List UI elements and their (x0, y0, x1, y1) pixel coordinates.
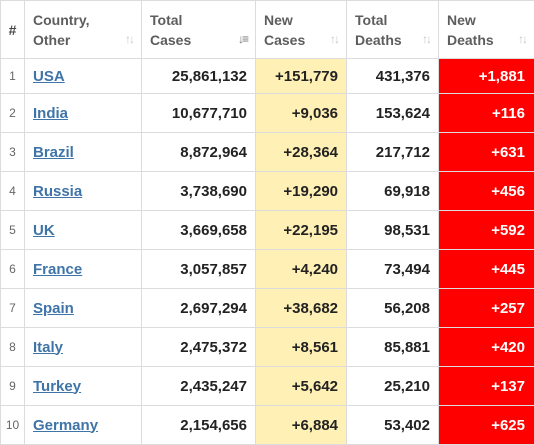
new-cases-cell: +22,195 (256, 211, 347, 250)
column-header-label: Country,Other (25, 10, 141, 50)
row-number: 9 (1, 367, 25, 406)
country-cell: Turkey (25, 367, 142, 406)
new-deaths-cell: +137 (439, 367, 534, 406)
country-cell: Russia (25, 172, 142, 211)
country-cell: Spain (25, 289, 142, 328)
row-number: 7 (1, 289, 25, 328)
new-deaths-cell: +592 (439, 211, 534, 250)
country-link[interactable]: Brazil (33, 144, 74, 161)
country-cell: Brazil (25, 133, 142, 172)
new-deaths-cell: +1,881 (439, 59, 534, 94)
new-deaths-cell: +116 (439, 94, 534, 133)
total-cases-cell: 2,154,656 (142, 406, 256, 445)
sort-both-icon: ↑↓ (422, 32, 430, 46)
new-cases-cell: +151,779 (256, 59, 347, 94)
total-deaths-cell: 98,531 (347, 211, 439, 250)
country-link[interactable]: UK (33, 222, 55, 239)
total-deaths-cell: 53,402 (347, 406, 439, 445)
total-deaths-cell: 153,624 (347, 94, 439, 133)
row-number: 4 (1, 172, 25, 211)
sort-descending-icon: ↓≡ (238, 32, 247, 46)
new-deaths-cell: +445 (439, 250, 534, 289)
total-cases-cell: 8,872,964 (142, 133, 256, 172)
country-link[interactable]: Italy (33, 339, 63, 356)
column-header-number[interactable]: # (1, 1, 25, 59)
total-cases-cell: 25,861,132 (142, 59, 256, 94)
country-link[interactable]: France (33, 261, 82, 278)
new-cases-cell: +28,364 (256, 133, 347, 172)
sort-both-icon: ↑↓ (518, 32, 526, 46)
total-deaths-cell: 73,494 (347, 250, 439, 289)
column-header-country[interactable]: Country,Other ↑↓ (25, 1, 142, 59)
row-number: 10 (1, 406, 25, 445)
row-number: 3 (1, 133, 25, 172)
country-cell: India (25, 94, 142, 133)
new-cases-cell: +38,682 (256, 289, 347, 328)
total-deaths-cell: 56,208 (347, 289, 439, 328)
country-link[interactable]: India (33, 105, 68, 122)
total-cases-cell: 2,475,372 (142, 328, 256, 367)
country-link[interactable]: Spain (33, 300, 74, 317)
new-cases-cell: +6,884 (256, 406, 347, 445)
new-deaths-cell: +420 (439, 328, 534, 367)
total-cases-cell: 3,669,658 (142, 211, 256, 250)
new-deaths-cell: +257 (439, 289, 534, 328)
country-cell: UK (25, 211, 142, 250)
total-deaths-cell: 69,918 (347, 172, 439, 211)
total-cases-cell: 3,057,857 (142, 250, 256, 289)
new-cases-cell: +4,240 (256, 250, 347, 289)
sort-both-icon: ↑↓ (330, 32, 338, 46)
new-cases-cell: +19,290 (256, 172, 347, 211)
total-deaths-cell: 85,881 (347, 328, 439, 367)
row-number: 2 (1, 94, 25, 133)
new-cases-cell: +8,561 (256, 328, 347, 367)
sort-both-icon: ↑↓ (125, 32, 133, 46)
country-link[interactable]: Russia (33, 183, 82, 200)
country-link[interactable]: Germany (33, 417, 98, 434)
country-cell: France (25, 250, 142, 289)
row-number: 5 (1, 211, 25, 250)
total-cases-cell: 2,697,294 (142, 289, 256, 328)
new-deaths-cell: +631 (439, 133, 534, 172)
row-number: 8 (1, 328, 25, 367)
total-deaths-cell: 431,376 (347, 59, 439, 94)
total-cases-cell: 2,435,247 (142, 367, 256, 406)
total-deaths-cell: 25,210 (347, 367, 439, 406)
new-cases-cell: +9,036 (256, 94, 347, 133)
row-number: 6 (1, 250, 25, 289)
country-cell: Germany (25, 406, 142, 445)
new-cases-cell: +5,642 (256, 367, 347, 406)
new-deaths-cell: +625 (439, 406, 534, 445)
country-link[interactable]: Turkey (33, 378, 81, 395)
row-number: 1 (1, 59, 25, 94)
new-deaths-cell: +456 (439, 172, 534, 211)
total-cases-cell: 3,738,690 (142, 172, 256, 211)
country-cell: Italy (25, 328, 142, 367)
column-header-label: # (1, 20, 24, 40)
country-cell: USA (25, 59, 142, 94)
total-cases-cell: 10,677,710 (142, 94, 256, 133)
total-deaths-cell: 217,712 (347, 133, 439, 172)
country-link[interactable]: USA (33, 68, 65, 85)
